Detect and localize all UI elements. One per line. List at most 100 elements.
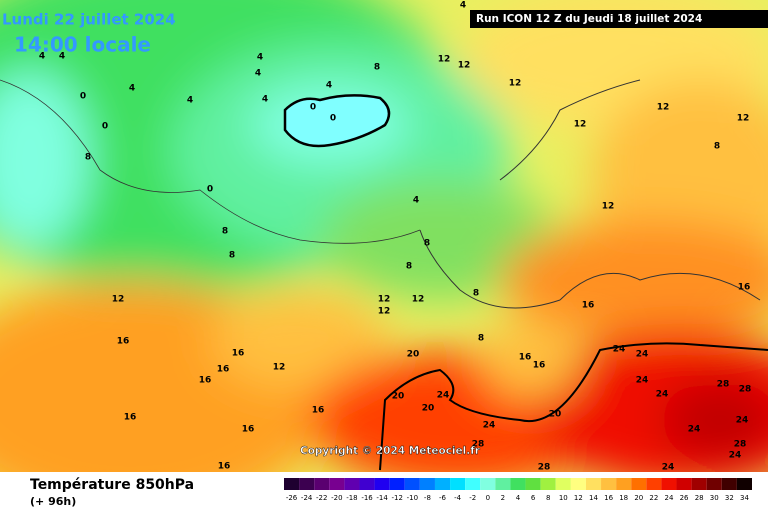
contour-label: 12: [602, 202, 615, 212]
legend-swatch: [540, 478, 556, 490]
contour-label: 28: [734, 440, 747, 450]
legend-label: 6: [531, 494, 536, 502]
contour-label: 4: [255, 69, 261, 79]
contour-label: 12: [112, 295, 125, 305]
contour-label: 24: [613, 345, 626, 355]
contour-label: 16: [232, 349, 245, 359]
contour-label: 8: [229, 251, 235, 261]
contour-label: 8: [478, 334, 484, 344]
legend-swatch: [284, 478, 300, 490]
legend-label: 26: [680, 494, 689, 502]
legend-swatch: [434, 478, 451, 490]
legend-swatch: [419, 478, 435, 490]
contour-label: 12: [458, 61, 471, 71]
contour-label: 16: [312, 406, 325, 416]
color-legend: -26 -24 -22 -20 -18 -16 -14 -12 -10 -8 -6 -4 -2 0 2 4 6 8…: [284, 478, 752, 502]
legend-swatch: [389, 478, 405, 490]
contour-label: 24: [437, 391, 450, 401]
contour-label: 8: [473, 289, 479, 299]
legend-swatch: [495, 478, 511, 490]
contour-label: 16: [533, 361, 546, 371]
contour-label: 16: [124, 413, 137, 423]
legend-swatch: [314, 478, 330, 490]
legend-swatch: [631, 478, 647, 490]
contour-label: 4: [413, 196, 419, 206]
legend-label: 28: [695, 494, 704, 502]
legend-swatch: [344, 478, 360, 490]
legend-swatch: [585, 478, 602, 490]
legend-label: -14: [376, 494, 388, 502]
contour-label: 8: [424, 239, 430, 249]
legend-label: -26: [286, 494, 298, 502]
legend-swatch: [736, 478, 752, 490]
legend-swatch: [359, 478, 375, 490]
legend-label: 4: [516, 494, 521, 502]
legend-swatch: [329, 478, 345, 490]
contour-label: 12: [378, 295, 391, 305]
date-label: Lundi 22 juillet 2024: [2, 11, 176, 29]
contour-label: 0: [102, 122, 108, 132]
legend-label: -10: [407, 494, 418, 502]
footer-title: Température 850hPa: [30, 477, 194, 493]
legend-swatch: [404, 478, 420, 490]
time-label: 14:00 locale: [14, 33, 151, 57]
legend-swatch: [601, 478, 617, 490]
legend-label: 16: [604, 494, 613, 502]
contour-label: 16: [217, 365, 230, 375]
contour-label: 16: [738, 283, 751, 293]
contour-label: 20: [549, 410, 562, 420]
legend-label: -16: [361, 494, 373, 502]
contour-label: 4: [59, 52, 65, 62]
contour-label: 4: [460, 1, 466, 11]
legend-label: -2: [469, 494, 476, 502]
legend-label: -8: [424, 494, 431, 502]
legend-swatch: [706, 478, 722, 490]
legend-label: -18: [346, 494, 357, 502]
contour-label: 24: [656, 390, 669, 400]
contour-label: 20: [407, 350, 420, 360]
contour-label: 0: [310, 103, 316, 113]
contour-label: 24: [636, 376, 649, 386]
contour-label: 12: [378, 307, 391, 317]
contour-label: 16: [117, 337, 130, 347]
contour-label: 24: [729, 451, 742, 461]
legend-label: -4: [454, 494, 462, 502]
legend-label: 0: [486, 494, 490, 502]
contour-label: 4: [262, 95, 268, 105]
contour-label: 8: [714, 142, 720, 152]
footer-subtitle: (+ 96h): [30, 495, 76, 508]
contour-label: 12: [412, 295, 425, 305]
legend-swatch: [374, 478, 390, 490]
contour-label: 16: [199, 376, 212, 386]
legend-label: 34: [740, 494, 749, 502]
run-box: [470, 10, 768, 28]
contour-label: 16: [218, 462, 231, 472]
legend-label: -22: [316, 494, 327, 502]
contour-labels: 4 4 4 4 4 4 4 4 4 8 12 12 12 0 0 0 0 0 8 4 8 8 8 8 8 8 12 12 12 12 8 12…: [39, 1, 751, 473]
legend-swatch: [480, 478, 496, 490]
legend-label: 8: [546, 494, 550, 502]
contour-label: 12: [574, 120, 587, 130]
contour-label: 4: [129, 84, 135, 94]
contour-label: 8: [406, 262, 412, 272]
contour-label: 0: [330, 114, 336, 124]
contour-label: 12: [657, 103, 670, 113]
contour-label: 4: [39, 52, 45, 62]
contour-label: 4: [326, 81, 332, 91]
contour-label: 8: [85, 153, 91, 163]
legend-label: 14: [589, 494, 598, 502]
contour-label: 28: [472, 440, 485, 450]
contour-label: 24: [736, 416, 749, 426]
contour-label: 16: [519, 353, 532, 363]
contour-label: 4: [257, 53, 263, 63]
legend-label: -20: [331, 494, 342, 502]
legend-swatch: [646, 478, 662, 490]
contour-label: 8: [222, 227, 228, 237]
legend-label: 10: [559, 494, 568, 502]
contour-label: 0: [80, 92, 86, 102]
legend-swatch: [676, 478, 692, 490]
contour-label: 28: [739, 385, 752, 395]
contour-label: 20: [422, 404, 435, 414]
